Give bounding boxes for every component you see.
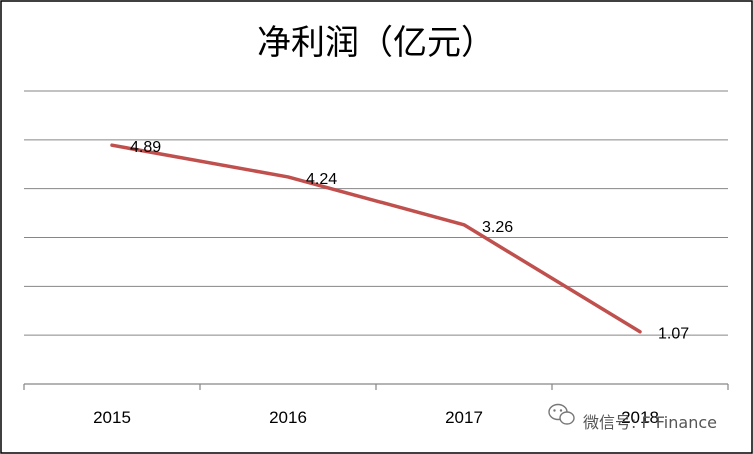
- watermark: 微信号: F Finance: [548, 403, 717, 432]
- chart-title: 净利润（亿元）: [257, 23, 495, 63]
- x-tick-label: 2018: [621, 408, 659, 427]
- data-label: 1.07: [658, 326, 689, 343]
- x-tick-label: 2016: [269, 408, 307, 427]
- data-label: 4.89: [130, 139, 161, 156]
- watermark-text: 微信号: F Finance: [583, 413, 717, 432]
- series-line: [110, 143, 642, 334]
- data-labels: 4.89 4.24 3.26 1.07: [130, 139, 689, 343]
- series-layer: [110, 143, 642, 334]
- x-tick-label: 2017: [445, 408, 483, 427]
- x-axis: [23, 383, 729, 390]
- data-label: 3.26: [482, 219, 513, 236]
- wechat-icon: [548, 403, 575, 425]
- data-label: 4.24: [306, 171, 337, 188]
- gridlines: [24, 90, 728, 336]
- x-tick-label: 2015: [93, 408, 131, 427]
- x-tick-labels: 2015 2016 2017 2018: [93, 408, 659, 427]
